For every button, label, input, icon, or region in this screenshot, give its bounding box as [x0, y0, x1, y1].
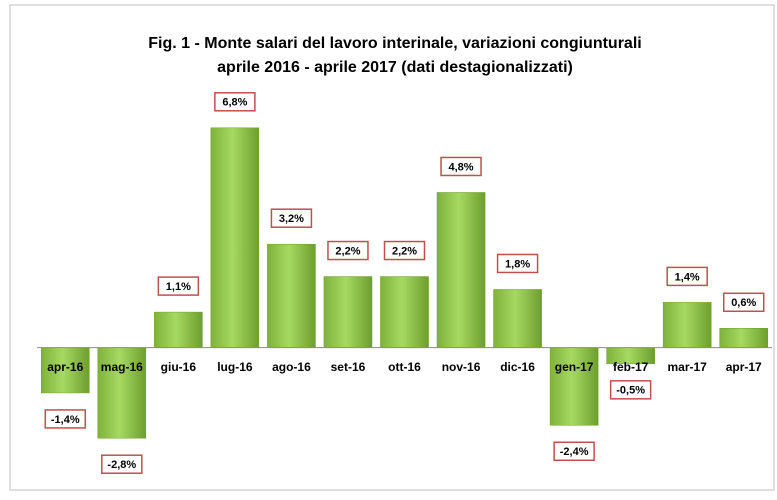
- x-tick-label: giu-16: [161, 360, 197, 374]
- bar: [493, 289, 542, 348]
- value-label: 1,1%: [166, 281, 191, 293]
- x-tick-label: ott-16: [388, 360, 421, 374]
- x-tick-label: nov-16: [442, 360, 481, 374]
- bar: [549, 347, 599, 426]
- chart-title: aprile 2016 - aprile 2017 (dati destagio…: [217, 59, 573, 76]
- x-tick-label: mag-16: [101, 360, 143, 374]
- value-label: -2,4%: [560, 446, 589, 458]
- value-label-box: [214, 92, 256, 112]
- value-label: -1,4%: [51, 414, 80, 426]
- x-tick-label: dic-16: [500, 360, 535, 374]
- value-label-box: [496, 253, 539, 274]
- x-tick-label: mar-17: [668, 360, 708, 374]
- value-label: 0,6%: [731, 297, 756, 309]
- x-tick-label: lug-16: [217, 360, 253, 374]
- x-tick-label: apr-17: [726, 360, 762, 374]
- value-label-box: [157, 276, 200, 296]
- value-label: -2,8%: [107, 459, 136, 471]
- bar: [97, 347, 147, 439]
- value-label: 2,2%: [335, 245, 360, 257]
- value-label-box: [383, 240, 426, 261]
- value-label-box: [44, 409, 87, 429]
- value-label-box: [553, 441, 595, 462]
- x-tick-label: apr-16: [47, 360, 83, 374]
- value-label: 1,4%: [675, 271, 700, 283]
- bar: [719, 328, 769, 348]
- bar: [40, 347, 90, 394]
- value-label-box: [327, 240, 369, 261]
- x-tick-label: gen-17: [555, 360, 594, 374]
- value-label-box: [440, 156, 482, 177]
- bar: [323, 276, 373, 348]
- value-label-box: [270, 208, 313, 228]
- x-tick-label: ago-16: [272, 360, 311, 374]
- value-label: 2,2%: [392, 245, 417, 257]
- bar: [154, 311, 203, 348]
- value-label: 4,8%: [448, 161, 473, 173]
- bar: [436, 192, 486, 348]
- bar: [210, 127, 260, 348]
- value-label: 6,8%: [222, 97, 247, 109]
- value-label-box: [722, 292, 765, 313]
- value-label: 1,8%: [505, 258, 530, 270]
- value-label: -0,5%: [616, 385, 645, 397]
- bar: [662, 302, 712, 348]
- value-label-box: [101, 454, 143, 474]
- x-tick-label: feb-17: [613, 360, 649, 374]
- value-label-box: [666, 266, 708, 287]
- value-label: 3,2%: [279, 213, 304, 225]
- x-tick-label: set-16: [331, 360, 366, 374]
- bar: [380, 276, 429, 348]
- bar: [267, 243, 316, 348]
- value-label-box: [609, 380, 652, 400]
- chart-title: Fig. 1 - Monte salari del lavoro interin…: [148, 35, 641, 52]
